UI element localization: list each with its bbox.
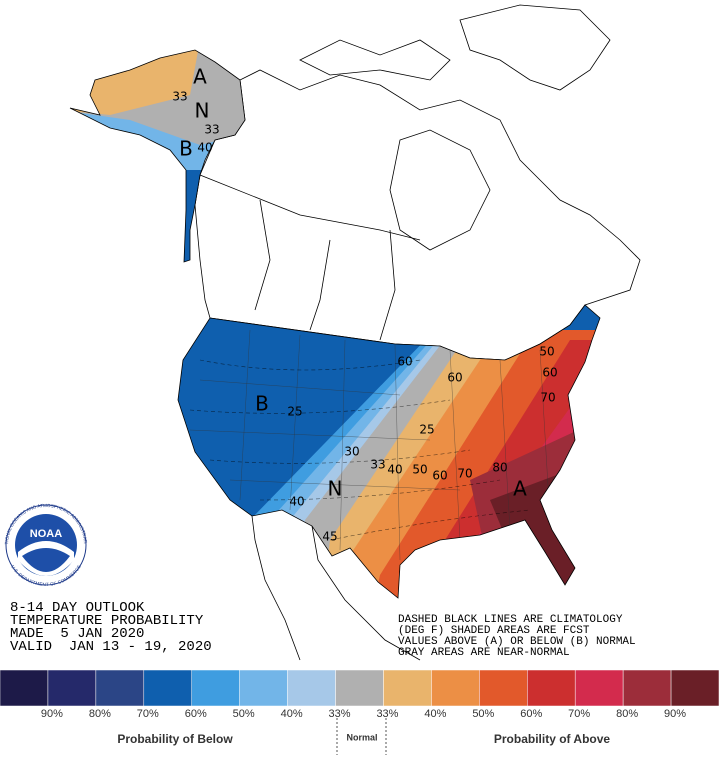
map-label: B [179,137,193,161]
outlook-line: 8-14 DAY OUTLOOK [10,600,145,616]
map-label: 30 [344,445,359,459]
map-label: 60 [542,366,557,380]
legend-label: 70% [568,708,590,720]
legend-label: 40% [424,708,446,720]
map-label: 33 [172,90,187,104]
map-label: 70 [457,467,472,481]
legend-swatch [191,669,240,707]
legend-swatch [479,669,528,707]
legend-swatch [0,669,49,707]
map-label: 25 [287,405,302,419]
legend-label: 33% [376,708,398,720]
land-outlines [194,4,641,661]
map-label: B [255,392,269,416]
map-label: A [193,65,207,89]
logo-name: NOAA [30,528,62,540]
outlook-line: MADE 5 JAN 2020 [10,626,144,642]
below-title: Probability of Below [117,732,233,746]
legend-label: 40% [281,708,303,720]
legend-label: 90% [41,708,63,720]
map-label: 40 [387,463,402,477]
conus-shading [178,305,600,598]
legend-swatch [431,669,480,707]
legend-label: 50% [472,708,494,720]
map-label: 60 [447,371,462,385]
map-label: 45 [322,530,337,544]
legend-label: 80% [616,708,638,720]
alaska-shading [70,50,245,262]
note-text: DASHED BLACK LINES ARE CLIMATOLOGY(DEG F… [398,614,636,659]
map-label: 25 [419,423,434,437]
map-label: 50 [539,345,554,359]
legend-swatch [239,669,288,707]
note-line: DASHED BLACK LINES ARE CLIMATOLOGY [398,614,623,626]
legend-swatch [95,669,145,707]
outlook-line: VALID JAN 13 - 19, 2020 [10,639,212,655]
map-label: 60 [432,469,447,483]
map-label: A [513,477,527,501]
map-label: 70 [540,391,555,405]
map-label: N [328,477,343,501]
legend-swatch [47,669,97,707]
note-line: GRAY AREAS ARE NEAR-NORMAL [398,647,570,659]
logo-ring-top: NATIONAL OCEANIC AND ATMOSPHERIC ADMINIS… [0,0,88,545]
legend-swatch [143,669,192,707]
legend-label: 33% [329,708,351,720]
conus-border [177,304,601,599]
legend-swatch [574,669,624,707]
map-label: 40 [289,495,304,509]
legend-label: 90% [664,708,686,720]
noaa-logo: NOAA NATIONAL OCEANIC AND ATMOSPHERIC AD… [0,0,88,587]
logo-ring-top-path: NATIONAL OCEANIC AND ATMOSPHERIC ADMINIS… [0,0,88,545]
note-line: VALUES ABOVE (A) OR BELOW (B) NORMAL [398,636,636,648]
map-label: 60 [397,355,412,369]
alaska-border [69,49,246,263]
legend-swatch [287,669,336,707]
legend: Probability of Below Normal Probability … [0,669,719,755]
outlook-line: TEMPERATURE PROBABILITY [10,613,204,629]
legend-swatch [383,669,432,707]
map-label: 80 [492,461,507,475]
legend-swatch [670,669,719,707]
legend-label: 60% [520,708,542,720]
note-line: (DEG F) SHADED AREAS ARE FCST [398,625,590,637]
legend-swatch [622,669,672,707]
legend-label: 60% [185,708,207,720]
map-label: N [195,99,210,123]
legend-label: 80% [89,708,111,720]
above-title: Probability of Above [494,732,611,746]
normal-title: Normal [346,732,377,742]
map-label: 40 [197,141,212,155]
legend-label: 70% [137,708,159,720]
map-label: 50 [412,463,427,477]
legend-swatch [335,669,384,707]
map-label: 33 [204,123,219,137]
map-label: 33 [370,458,385,472]
legend-label: 50% [233,708,255,720]
legend-swatch [527,669,576,707]
